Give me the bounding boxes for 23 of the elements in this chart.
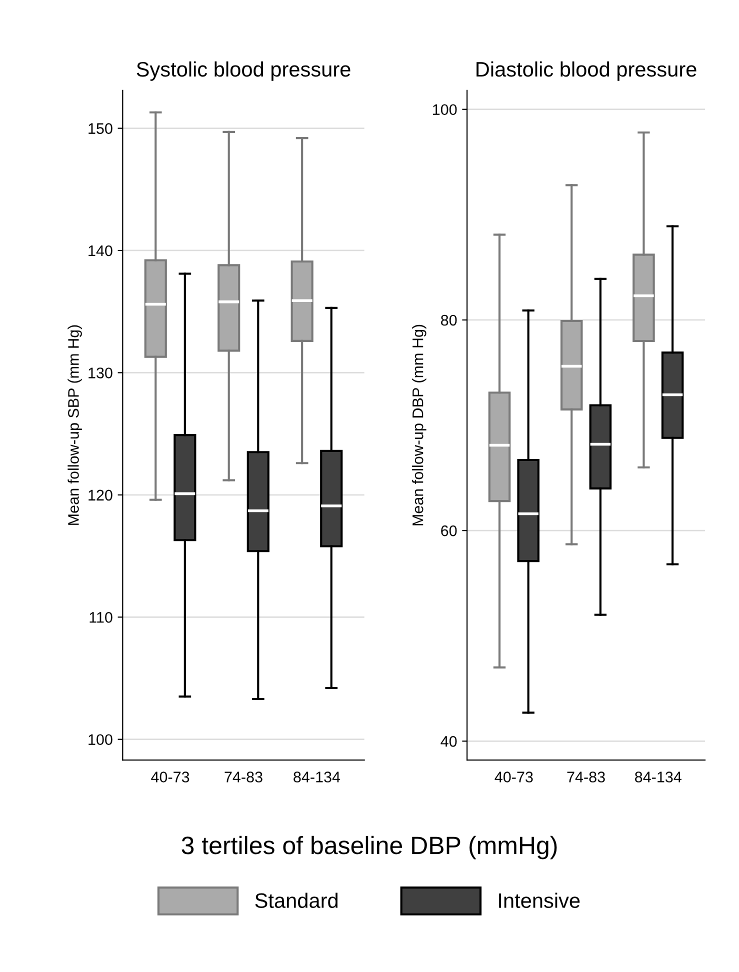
y-tick-label: 130 xyxy=(88,368,112,378)
chart-title: Diastolic blood pressure xyxy=(476,61,696,81)
y-axis-title: Mean follow-up DBP (mm Hg) xyxy=(412,324,426,526)
legend-label: Standard xyxy=(255,892,338,908)
x-tick-label: 74-83 xyxy=(224,772,262,782)
y-tick-label: 100 xyxy=(88,734,112,746)
y-tick-label: 120 xyxy=(88,490,112,501)
y-tick-label: 60 xyxy=(441,525,457,536)
x-tick-label: 84-134 xyxy=(294,772,340,782)
y-axis-title: Mean follow-up SBP (mm Hg) xyxy=(68,325,82,525)
x-tick-label: 84-134 xyxy=(635,772,682,782)
x-tick-label: 40-73 xyxy=(494,772,533,782)
y-tick-label: 140 xyxy=(88,245,112,256)
y-tick-label: 80 xyxy=(441,314,457,326)
chart-title: Systolic blood pressure xyxy=(136,61,350,81)
x-axis-title: 3 tertiles of baseline DBP (mmHg) xyxy=(182,836,557,860)
y-tick-label: 150 xyxy=(88,123,112,134)
y-tick-label: 40 xyxy=(440,736,457,747)
x-tick-label: 74-83 xyxy=(567,772,605,782)
legend-label: Intensive xyxy=(499,892,580,908)
y-tick-label: 100 xyxy=(433,104,457,116)
y-tick-label: 110 xyxy=(90,612,112,623)
x-tick-label: 40-73 xyxy=(151,772,190,782)
